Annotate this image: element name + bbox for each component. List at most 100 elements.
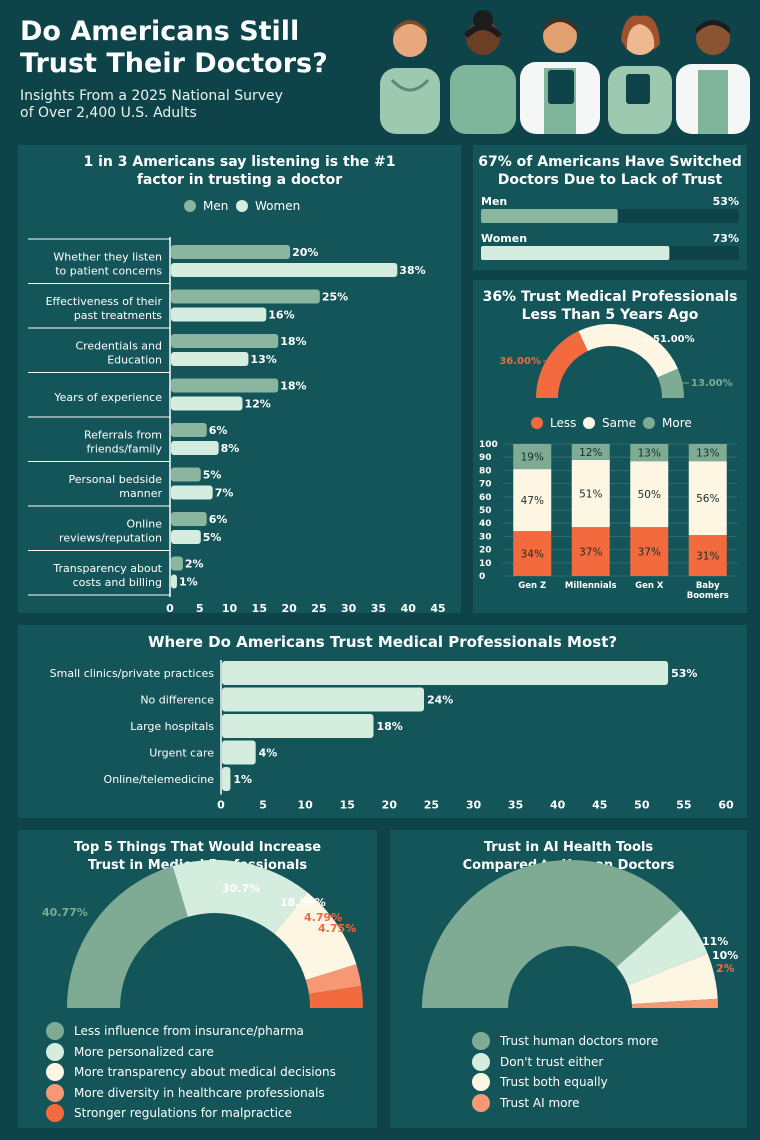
x-tick-label: 45	[592, 799, 607, 812]
bar-women	[171, 574, 177, 589]
category-label: Online/telemedicine	[104, 773, 215, 786]
data-label: 12%	[244, 398, 270, 411]
data-label: 53%	[713, 195, 739, 208]
x-tick-label: 20	[281, 602, 297, 613]
data-label: 2%	[185, 558, 204, 571]
category-label: costs and billing	[73, 576, 162, 589]
category-label: reviews/reputation	[59, 531, 162, 544]
data-label: 13.00%	[691, 378, 733, 389]
data-label: 51%	[579, 489, 602, 501]
x-tick-label: 25	[424, 799, 439, 812]
category-label: Online	[127, 517, 163, 530]
bar-men	[481, 209, 618, 223]
data-label: 11%	[702, 935, 728, 948]
legend-item: Less influence from insurance/pharma	[46, 1022, 304, 1040]
legend-label: Trust AI more	[500, 1095, 580, 1110]
trust-settings-chart: Small clinics/private practices 53% No dif…	[50, 660, 734, 812]
panel-trust-settings: Where Do Americans Trust Medical Profess…	[18, 625, 747, 818]
stack-segment-same	[688, 461, 727, 536]
legend-item-men: Men	[184, 199, 228, 213]
legend-swatch	[46, 1104, 64, 1122]
legend-swatch	[643, 417, 655, 429]
x-tick-label: 30	[341, 602, 357, 613]
page-subtitle: Insights From a 2025 National Survey of …	[20, 88, 283, 121]
category-label: past treatments	[74, 309, 162, 322]
category-label: Personal bedside	[68, 473, 162, 486]
x-tick-label: 40	[401, 602, 417, 613]
bar-men	[171, 245, 291, 259]
data-label: 31%	[696, 551, 719, 563]
legend-swatch	[184, 200, 196, 212]
legend-item: More personalized care	[46, 1042, 214, 1061]
category-label: to patient concerns	[55, 264, 162, 277]
leader-line	[642, 338, 652, 341]
panel-trust-factors: 1 in 3 Americans say listening is the #1…	[18, 145, 461, 613]
y-tick-label: 80	[479, 466, 492, 476]
donut-slice	[308, 985, 363, 1008]
x-tick-label: 15	[252, 602, 267, 613]
donut-slice	[627, 953, 718, 1005]
panel-switched-doctors: 67% of Americans Have Switched Doctors D…	[473, 145, 747, 270]
data-label: 24%	[427, 694, 453, 707]
x-tick-label: 55	[676, 799, 691, 812]
stack-segment-same	[630, 461, 669, 528]
legend-item: Trust both equally	[472, 1073, 608, 1091]
data-label: 8%	[221, 442, 240, 455]
bar	[222, 740, 256, 765]
legend-swatch	[583, 417, 595, 429]
bar-women	[171, 530, 201, 544]
data-label: 5%	[203, 531, 222, 544]
data-label: 73%	[713, 232, 739, 245]
legend-item: More diversity in healthcare professiona…	[46, 1083, 325, 1102]
bar-women	[481, 246, 670, 260]
data-label: 56%	[696, 493, 719, 505]
doctors-illustration	[380, 10, 750, 134]
category-label: Transparency about	[52, 562, 162, 575]
data-label: 1%	[233, 773, 252, 786]
data-label: 51.00%	[653, 334, 695, 345]
legend-item-more: More	[643, 416, 692, 430]
generation-stacked-chart: 0 10 20 30 40 50 60 70 80 90 100 34% 47% 19% Gen Z 37% 5…	[479, 440, 737, 601]
data-label: 18.99%	[280, 896, 326, 909]
data-label: 4%	[259, 747, 278, 760]
donut-slice	[536, 331, 588, 398]
legend-item-women: Women	[236, 199, 300, 213]
x-tick-label: Gen X	[635, 581, 664, 591]
data-label: 4.75%	[318, 922, 356, 935]
legend-label: More transparency about medical decision…	[74, 1065, 336, 1079]
data-label: 2%	[716, 962, 735, 975]
x-tick-label: Baby	[696, 581, 720, 591]
donut-slice	[616, 910, 708, 986]
category-label: Effectiveness of their	[46, 295, 163, 308]
y-tick-label: 10	[479, 559, 492, 569]
x-tick-label: 5	[259, 799, 267, 812]
bar-women	[171, 485, 213, 500]
data-label: 16%	[268, 309, 294, 322]
stack-segment-more	[630, 444, 669, 462]
legend-label: More personalized care	[74, 1044, 214, 1059]
legend-label: Trust both equally	[500, 1075, 608, 1089]
data-label: 6%	[209, 513, 228, 526]
bar-women	[171, 307, 267, 322]
category-label: No difference	[140, 694, 214, 707]
data-label: 34%	[521, 549, 544, 561]
increase-trust-donut: 40.77% 30.7% 18.99% 4.79%4.75%	[42, 860, 363, 1008]
ai-trust-donut: 77% 11%10%2%	[422, 860, 738, 1008]
panel-increase-trust: Top 5 Things That Would Increase Trust i…	[18, 830, 377, 1128]
x-tick-label: 15	[340, 799, 355, 812]
category-label: Credentials and	[75, 339, 162, 352]
bar-label: Men	[481, 195, 507, 208]
x-tick-label: 0	[166, 602, 174, 613]
legend-label: Trust human doctors more	[500, 1034, 659, 1048]
bar-men	[171, 467, 201, 482]
doctor-figure	[676, 20, 750, 134]
data-label: 30.7%	[222, 882, 260, 895]
data-label: 10%	[712, 949, 738, 962]
x-tick-label: 5	[196, 602, 204, 613]
donut-slice	[631, 998, 718, 1008]
data-label: 77%	[488, 882, 514, 895]
y-tick-label: 70	[479, 480, 492, 490]
stack-segment-less	[571, 527, 610, 576]
stack-segment-same	[513, 469, 552, 532]
bar-women	[171, 352, 249, 366]
